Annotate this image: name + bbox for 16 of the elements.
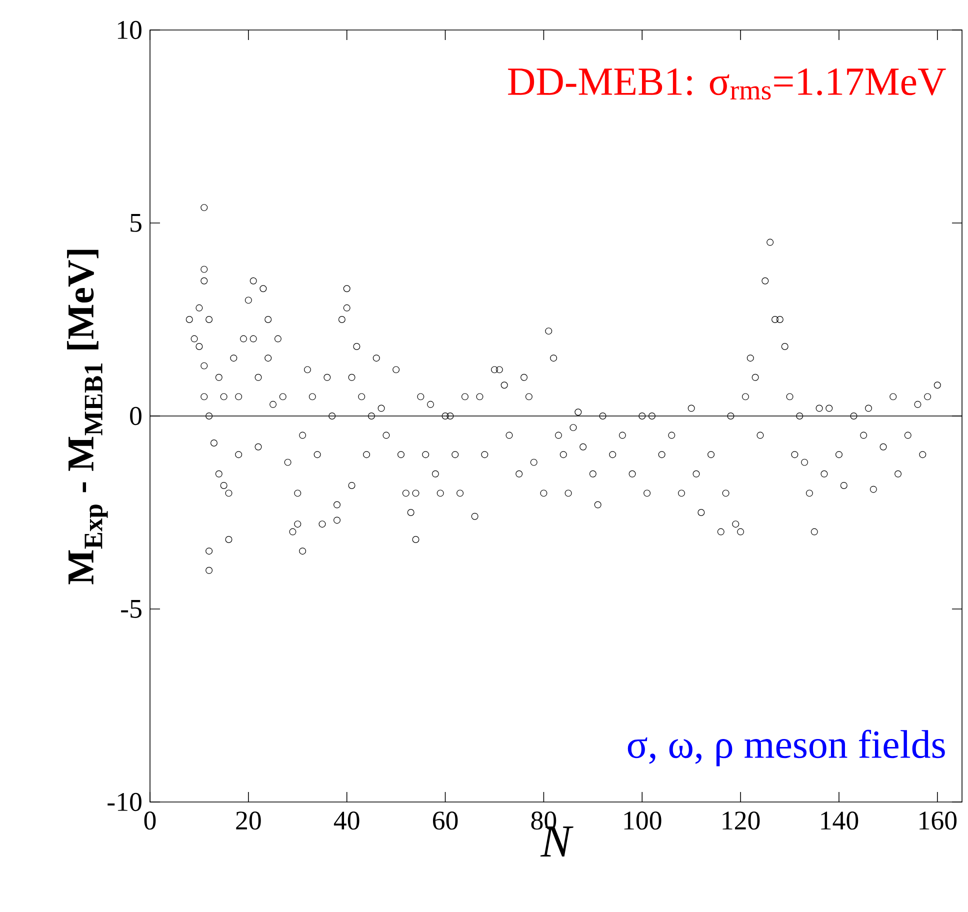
- x-tick-label: 160: [920, 812, 957, 830]
- y-tick-label: 5: [130, 214, 142, 232]
- x-tick-label: 40: [334, 812, 360, 830]
- y-tick-label: -5: [121, 600, 142, 618]
- x-tick-label: 60: [432, 812, 458, 830]
- annotation: σ, ω, ρ meson fields: [628, 730, 945, 766]
- x-tick-label: 120: [722, 812, 760, 830]
- x-tick-label: 0: [144, 812, 156, 830]
- y-tick-label: 0: [130, 406, 142, 426]
- x-tick-label: 140: [821, 812, 858, 830]
- x-tick-label: 100: [624, 812, 662, 830]
- y-axis-title: M$_{Exp}$ - M$_{MEB1}$ [MeV]: [67, 250, 108, 584]
- y-tick-label: -10: [108, 792, 142, 812]
- x-tick-label: 20: [236, 812, 261, 830]
- annotation: DD-MEB1: σ$_{rms}$=1.17MeV: [508, 68, 946, 100]
- y-tick-label: 10: [118, 20, 142, 40]
